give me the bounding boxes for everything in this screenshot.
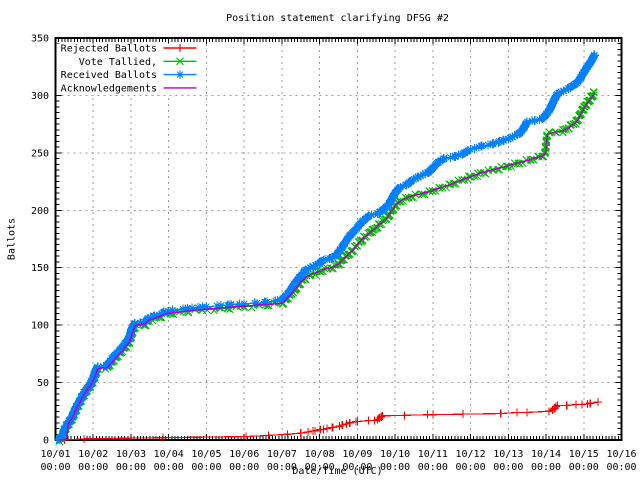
chart-title: Position statement clarifying DFSG #2 [226,13,449,24]
x-tick-date-label: 10/04 [154,449,184,460]
x-tick-date-label: 10/16 [606,449,636,460]
x-tick-time-label: 00:00 [606,462,636,473]
legend-label: Rejected Ballots [61,44,157,55]
x-tick-date-label: 10/07 [267,449,297,460]
x-tick-time-label: 00:00 [531,462,561,473]
data-series [54,50,603,446]
y-tick-label: 350 [31,34,49,45]
y-tick-label: 300 [31,91,49,102]
x-tick-date-label: 10/15 [569,449,599,460]
x-axis-tick-labels: 10/01 00:00 10/02 00:00 10/03 00:00 10/04 00:00… [40,449,636,473]
y-tick-label: 50 [37,378,49,389]
legend-marker-sample [176,57,184,66]
y-tick-label: 0 [43,436,49,447]
plot-border [54,37,623,441]
legend-entry-tallied: Vote Tallied, [79,57,197,68]
x-tick-date-label: 10/02 [78,449,108,460]
legend-entry-acknowledgements: Acknowledgements [61,83,197,94]
x-tick-time-label: 00:00 [456,462,486,473]
x-tick-date-label: 10/14 [531,449,561,460]
y-tick-label: 200 [31,206,49,217]
axis-ticks [55,39,622,439]
legend-entry-received: Received Ballots [61,70,197,81]
x-tick-time-label: 00:00 [569,462,599,473]
x-tick-time-label: 00:00 [116,462,146,473]
x-tick-time-label: 00:00 [229,462,259,473]
x-tick-time-label: 00:00 [418,462,448,473]
x-tick-date-label: 10/10 [380,449,410,460]
grid-path [55,38,622,440]
grid-lines [55,38,622,440]
x-tick-time-label: 00:00 [305,462,335,473]
y-axis-tick-labels: 0 50 100 150 200 250 300 350 [31,34,49,447]
x-tick-time-label: 00:00 [493,462,523,473]
x-tick-date-label: 10/08 [305,449,335,460]
series-rejected-ballots [60,398,603,444]
x-tick-time-label: 00:00 [380,462,410,473]
legend-entry-rejected: Rejected Ballots [61,44,197,55]
x-tick-date-label: 10/13 [493,449,523,460]
y-tick-label: 100 [31,321,49,332]
legend-background [56,43,202,94]
x-tick-date-label: 10/09 [342,449,372,460]
x-tick-time-label: 00:00 [342,462,372,473]
y-tick-label: 250 [31,148,49,159]
series-acknowledgements [58,92,595,441]
x-tick-time-label: 00:00 [154,462,184,473]
x-axis-label: Date/Time (UTC) [292,466,382,477]
x-tick-time-label: 00:00 [78,462,108,473]
x-tick-time-label: 00:00 [191,462,221,473]
y-axis-label: Ballots [7,218,18,260]
x-tick-date-label: 10/06 [229,449,259,460]
legend-label: Received Ballots [61,70,157,81]
legend-marker-sample [176,44,184,52]
x-tick-date-label: 10/11 [418,449,448,460]
x-tick-date-label: 10/12 [456,449,486,460]
legend-label: Vote Tallied, [79,57,157,68]
x-tick-time-label: 00:00 [267,462,297,473]
x-tick-date-label: 10/03 [116,449,146,460]
legend: Rejected Ballots Vote Tallied, Received Ba… [56,43,202,94]
legend-marker-sample [175,70,185,80]
y-tick-label: 150 [31,263,49,274]
x-tick-time-label: 00:00 [40,462,70,473]
plot-border-and-ticks [54,37,623,441]
series-line [58,92,595,441]
x-tick-date-label: 10/01 [40,449,70,460]
legend-label: Acknowledgements [61,83,157,94]
x-tick-date-label: 10/05 [191,449,221,460]
